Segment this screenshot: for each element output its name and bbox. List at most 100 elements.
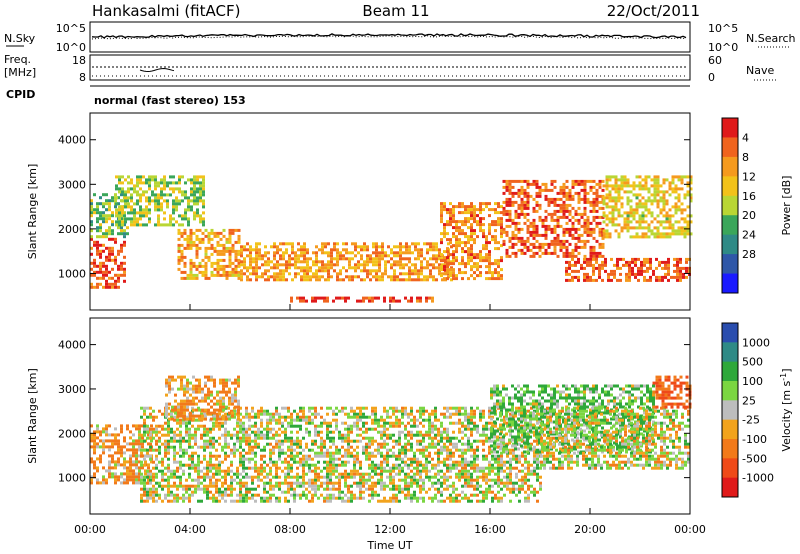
heatmap-cell [93, 258, 96, 262]
heatmap-cell [161, 433, 164, 437]
heatmap-cell [470, 214, 473, 218]
heatmap-cell [426, 242, 429, 246]
heatmap-cell [422, 439, 425, 443]
heatmap-cell [514, 242, 518, 246]
heatmap-cell [437, 460, 440, 464]
heatmap-cell [473, 211, 476, 215]
heatmap-cell [532, 197, 536, 201]
heatmap-cell [529, 230, 533, 234]
heatmap-cell [556, 215, 560, 219]
heatmap-cell [464, 262, 467, 266]
heatmap-cell [342, 242, 345, 246]
heatmap-cell [643, 278, 646, 282]
heatmap-cell [598, 221, 602, 225]
heatmap-cell [320, 406, 323, 410]
heatmap-cell [452, 259, 455, 263]
heatmap-cell [161, 487, 164, 491]
heatmap-cell [455, 436, 458, 440]
heatmap-cell [130, 205, 133, 209]
heatmap-cell [390, 275, 393, 279]
heatmap-cell [520, 242, 524, 246]
heatmap-cell [296, 439, 299, 443]
heatmap-cell [216, 240, 220, 244]
heatmap-cell [121, 181, 124, 185]
heatmap-cell [347, 484, 350, 488]
heatmap-cell [383, 430, 386, 434]
heatmap-cell [494, 235, 497, 239]
heatmap-cell [320, 439, 323, 443]
heatmap-cell [497, 220, 500, 224]
heatmap-cell [332, 496, 335, 500]
heatmap-cell [461, 241, 464, 245]
heatmap-cell [485, 256, 488, 260]
heatmap-cell [664, 275, 667, 279]
heatmap-cell [365, 451, 368, 455]
heatmap-cell [383, 466, 386, 470]
heatmap-cell [353, 439, 356, 443]
heatmap-cell [258, 266, 261, 270]
heatmap-cell [264, 269, 267, 273]
heatmap-cell [635, 220, 639, 224]
heatmap-cell [467, 250, 470, 254]
heatmap-cell [242, 466, 245, 470]
heatmap-cell [386, 448, 389, 452]
heatmap-cell [118, 217, 121, 221]
heatmap-cell [118, 190, 121, 194]
heatmap-cell [218, 460, 221, 464]
heatmap-cell [577, 233, 581, 237]
heatmap-cell [108, 475, 111, 479]
heatmap-cell [502, 185, 506, 189]
heatmap-cell [344, 448, 347, 452]
heatmap-cell [311, 478, 314, 482]
heatmap-cell [293, 439, 296, 443]
heatmap-cell [335, 487, 338, 491]
heatmap-cell [520, 188, 524, 192]
heatmap-cell [293, 424, 296, 428]
heatmap-cell [335, 466, 338, 470]
heatmap-cell [263, 412, 266, 416]
heatmap-cell [189, 270, 193, 274]
heatmap-cell [410, 430, 413, 434]
heatmap-cell [124, 199, 127, 203]
heatmap-cell [196, 211, 199, 215]
heatmap-cell [667, 269, 670, 273]
heatmap-cell [314, 487, 317, 491]
heatmap-cell [108, 199, 111, 203]
heatmap-cell [254, 415, 257, 419]
velocity-heatmap-cells [90, 375, 692, 503]
heatmap-cell [622, 263, 625, 267]
heatmap-cell [99, 196, 102, 200]
heatmap-cell [149, 433, 152, 437]
heatmap-cell [146, 496, 149, 500]
heatmap-cell [671, 181, 675, 185]
heatmap-cell [99, 276, 102, 280]
heatmap-cell [494, 229, 497, 233]
heatmap-cell [429, 257, 432, 261]
heatmap-cell [638, 217, 642, 221]
heatmap-cell [452, 454, 455, 458]
heatmap-cell [239, 472, 242, 476]
heatmap-cell [142, 190, 145, 194]
heatmap-cell [224, 478, 227, 482]
heatmap-cell [219, 237, 223, 241]
heatmap-cell [407, 442, 410, 446]
heatmap-cell [401, 478, 404, 482]
heatmap-cell [350, 490, 353, 494]
heatmap-cell [161, 472, 164, 476]
heatmap-cell [199, 175, 202, 179]
heatmap-cell [401, 415, 404, 419]
heatmap-cell [291, 245, 294, 249]
heatmap-cell [293, 457, 296, 461]
heatmap-cell [683, 229, 687, 233]
heatmap-cell [374, 484, 377, 488]
heatmap-cell [399, 257, 402, 261]
heatmap-cell [123, 214, 126, 218]
heatmap-cell [529, 248, 533, 252]
heatmap-cell [437, 451, 440, 455]
heatmap-cell [150, 424, 153, 428]
heatmap-cell [314, 296, 317, 300]
heatmap-cell [161, 412, 164, 416]
heatmap-cell [629, 214, 633, 218]
heatmap-cell [120, 451, 123, 455]
heatmap-cell [676, 278, 679, 282]
